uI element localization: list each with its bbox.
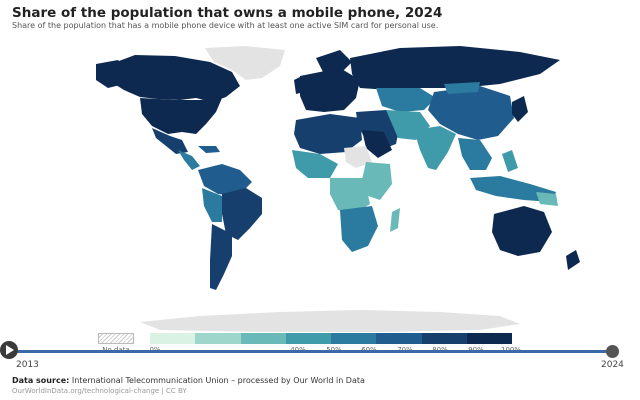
region-china[interactable]	[428, 86, 514, 140]
region-sahel[interactable]	[344, 146, 372, 168]
region-alaska[interactable]	[96, 60, 128, 88]
region-uk[interactable]	[294, 76, 304, 94]
data-source-text: International Telecommunication Union – …	[71, 376, 365, 385]
region-indonesia[interactable]	[470, 176, 556, 202]
region-canada[interactable]	[100, 55, 240, 102]
region-usa[interactable]	[140, 98, 222, 134]
region-mexico[interactable]	[152, 128, 188, 154]
legend-segment-0	[150, 333, 196, 344]
legend-segment-5	[376, 333, 422, 344]
region-europe[interactable]	[300, 68, 360, 112]
legend-segment-7	[466, 333, 512, 344]
region-antarctica	[140, 310, 520, 332]
timeline-end-year: 2024	[601, 360, 624, 370]
region-madagascar[interactable]	[390, 208, 400, 232]
page-title: Share of the population that owns a mobi…	[12, 5, 443, 21]
legend-segment-6	[421, 333, 467, 344]
page-subtitle: Share of the population that has a mobil…	[12, 21, 439, 30]
data-source-label: Data source:	[12, 376, 70, 385]
region-north-africa[interactable]	[294, 114, 362, 154]
region-russia[interactable]	[350, 46, 560, 90]
region-mongolia[interactable]	[444, 82, 480, 94]
play-button[interactable]	[0, 341, 18, 359]
region-central-africa[interactable]	[330, 178, 370, 214]
region-brazil[interactable]	[222, 188, 262, 240]
region-papua[interactable]	[536, 192, 558, 206]
timeline-handle[interactable]	[606, 345, 619, 358]
region-philippines[interactable]	[502, 150, 518, 172]
data-source: Data source: International Telecommunica…	[12, 376, 365, 385]
legend-no-data-swatch	[98, 333, 134, 344]
legend-segment-1	[195, 333, 241, 344]
region-scandinavia[interactable]	[316, 50, 352, 74]
region-india[interactable]	[414, 126, 456, 170]
region-southeast-asia[interactable]	[458, 138, 492, 170]
region-east-africa[interactable]	[362, 162, 392, 200]
region-australia[interactable]	[492, 206, 552, 256]
timeline-start-year: 2013	[16, 360, 39, 370]
license-link[interactable]: OurWorldInData.org/technological-change …	[12, 387, 187, 395]
region-caribbean[interactable]	[198, 146, 220, 153]
region-greenland[interactable]	[205, 46, 285, 80]
legend-segment-2	[240, 333, 286, 344]
region-arabia[interactable]	[362, 130, 392, 158]
region-south-america-north[interactable]	[198, 164, 252, 196]
region-central-america[interactable]	[178, 150, 200, 170]
region-southern-africa[interactable]	[340, 206, 378, 252]
timeline-track[interactable]	[8, 350, 612, 353]
legend-color-bar	[150, 333, 512, 344]
region-japan[interactable]	[512, 96, 528, 122]
region-southern-cone[interactable]	[210, 224, 232, 290]
region-andes[interactable]	[202, 188, 222, 222]
legend-segment-3	[285, 333, 331, 344]
region-central-asia[interactable]	[376, 88, 436, 112]
region-west-africa[interactable]	[292, 150, 338, 178]
legend-segment-4	[331, 333, 377, 344]
region-new-zealand[interactable]	[566, 250, 580, 270]
